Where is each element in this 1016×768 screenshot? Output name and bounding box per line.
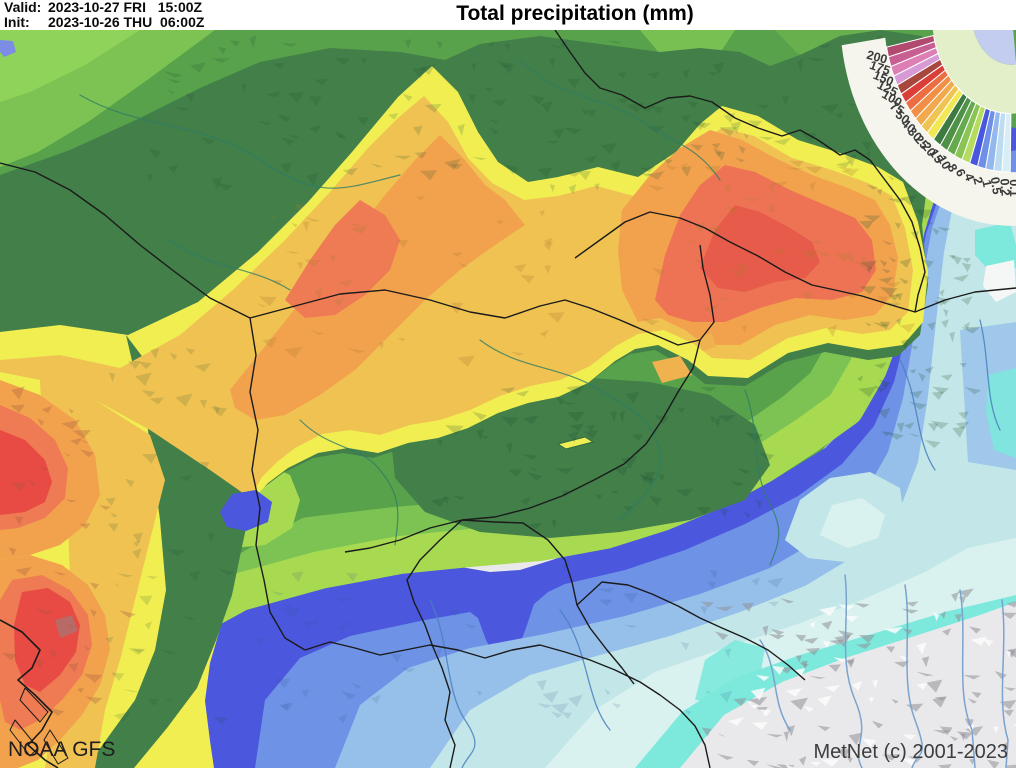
legend-value: 0.2 [997,178,1012,196]
init-label: Init: [4,14,30,30]
legend-value: 175 [868,58,892,78]
rivers [79,59,1009,768]
header-bar: Valid: 2023-10-27 FRI 15:00Z Init: 2023-10… [0,0,1016,30]
legend-value: 75 [887,98,906,117]
dry-pocket [983,260,1016,302]
precip-green-yellow-bands [0,30,1016,768]
init-time: 2023-10-26 THU 06:00Z [48,14,205,30]
legend-value: 0.1 [1007,179,1016,197]
legend-value: 0.5 [988,176,1004,195]
page-title: Total precipitation (mm) [456,2,694,25]
legend-value: 1 [979,179,994,189]
run-times: Valid: 2023-10-27 FRI 15:00Z Init: 2023-10… [4,0,204,30]
legend-value: 15 [927,147,946,166]
legend-value: 200 [865,48,889,67]
valid-label: Valid: [4,0,42,15]
legend-value: 20 [919,140,939,160]
copyright-label: MetNet (c) 2001-2023 [813,741,1008,763]
legend-value: 6 [953,167,969,179]
legend-value: 2 [970,175,985,186]
country-borders [0,30,1016,768]
legend-value: 4 [961,171,977,182]
legend-color-fan: 2001751501251007550403025201510864210.50… [841,30,1016,226]
model-source-label: NOAA GFS [8,738,116,761]
legend-value: 50 [893,108,913,128]
terrain-shading [1,34,1016,768]
map-canvas: 200 175 150 125 100 75 50 40 30 25 20 15 10 8 6 4 2 1 0.5 0… [0,30,1016,768]
precipitation-map: 2001751501251007550403025201510864210.50… [0,30,1016,768]
legend-value: 10 [935,153,954,172]
valid-time: 2023-10-27 FRI 15:00Z [48,0,203,15]
